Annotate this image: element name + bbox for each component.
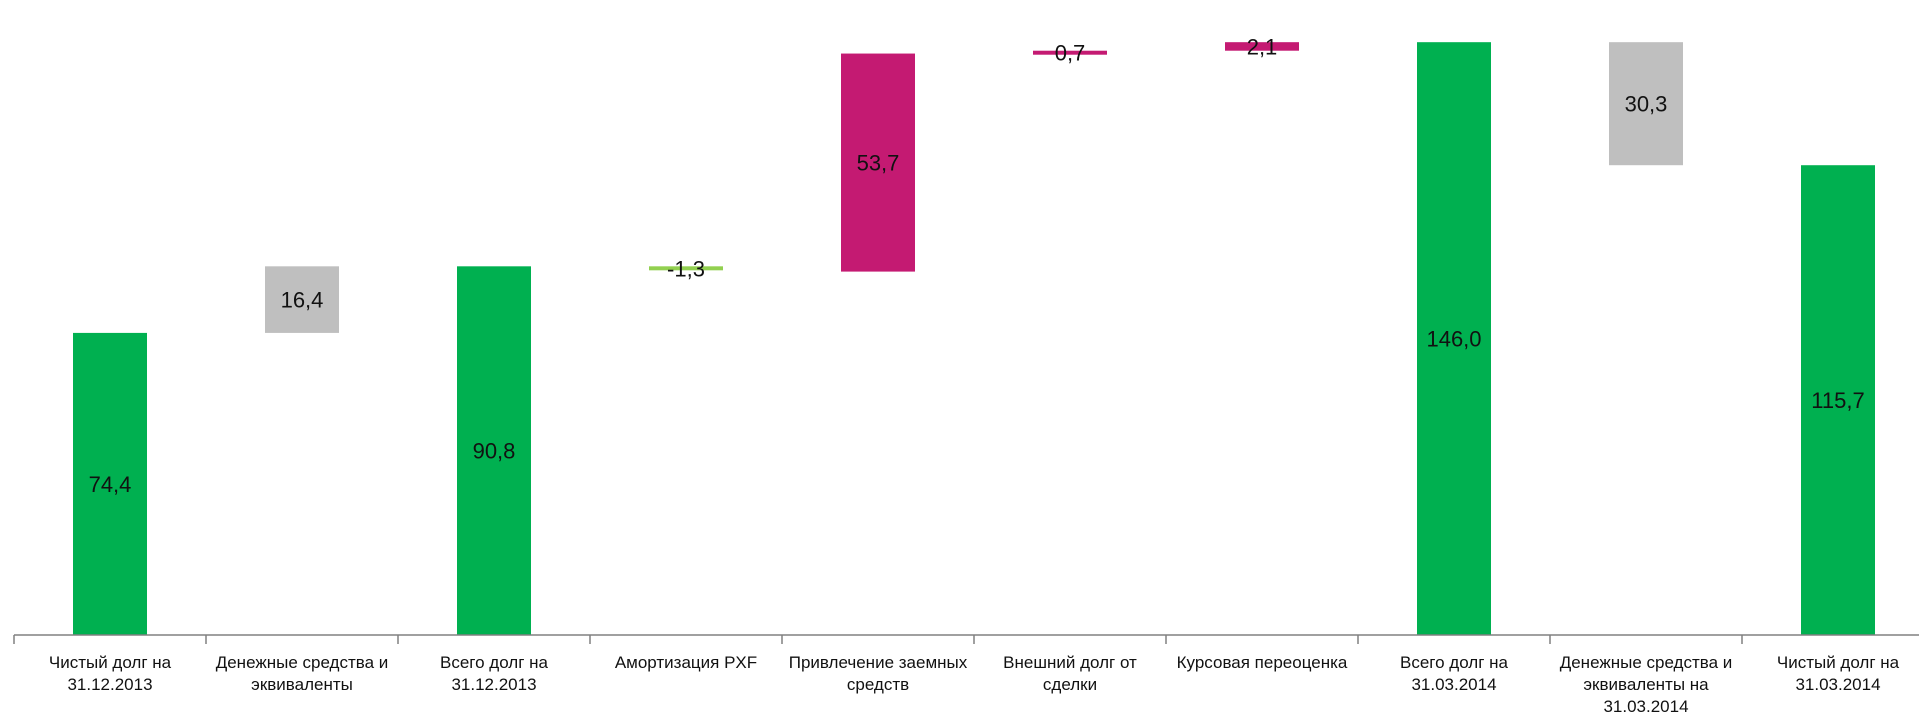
x-tick-label-line: Курсовая переоценка — [1177, 653, 1348, 672]
bar-value-label: 146,0 — [1426, 327, 1481, 352]
x-tick-label: Всего долг на 31.03.2014 — [1400, 653, 1509, 694]
x-tick-label-line: 31.12.2013 — [451, 675, 536, 694]
bar-cash — [1609, 42, 1683, 166]
x-tick-label-line: Чистый долг на — [49, 653, 172, 672]
bar-value-label: 115,7 — [1811, 388, 1864, 413]
bar-value-label: 16,4 — [281, 288, 324, 313]
bar-total — [73, 332, 147, 635]
bar-value-label: 0,7 — [1055, 41, 1086, 66]
x-tick-label-line: Всего долг на — [1400, 653, 1509, 672]
x-tick-label: Амортизация PXF — [615, 653, 757, 672]
x-tick-label-line: Денежные средства и — [1560, 653, 1733, 672]
bars-layer — [73, 42, 1875, 635]
x-tick-label: Курсовая переоценка — [1177, 653, 1348, 672]
x-tick-label-line: Чистый долг на — [1777, 653, 1900, 672]
bar-value-label: 90,8 — [473, 439, 516, 464]
bar-increase — [841, 53, 915, 272]
bar-total — [1801, 165, 1875, 635]
bar-increase — [1225, 42, 1299, 51]
bar-amortization — [649, 266, 723, 271]
x-tick-label: Денежные средства и эквиваленты — [216, 653, 389, 694]
x-tick-label-line: 31.12.2013 — [67, 675, 152, 694]
bar-total — [1417, 42, 1491, 635]
x-tick-label: Денежные средства и эквиваленты на 31.03.2… — [1560, 653, 1733, 716]
bar-value-label: 53,7 — [857, 151, 900, 176]
x-tick-label-line: 31.03.2014 — [1411, 675, 1496, 694]
x-tick-label-line: средств — [847, 675, 909, 694]
x-axis-ticks — [13, 635, 1743, 644]
x-tick-label-line: эквиваленты — [251, 675, 353, 694]
x-tick-label-line: Всего долг на — [440, 653, 549, 672]
value-labels-layer: 74,4 16,4 90,8 -1,3 53,7 0,7 2,1 146,0 30,3 115,7 — [89, 34, 1865, 497]
x-tick-label-line: сделки — [1043, 675, 1097, 694]
x-tick-label-line: 31.03.2014 — [1795, 675, 1880, 694]
x-tick-label-line: Амортизация PXF — [615, 653, 757, 672]
x-tick-label-line: Внешний долг от — [1003, 653, 1137, 672]
category-labels-layer: Чистый долг на 31.12.2013 Денежные средств… — [49, 653, 1900, 716]
x-tick-label-line: Привлечение заемных — [789, 653, 968, 672]
bar-value-label: -1,3 — [667, 256, 705, 281]
x-tick-label: Чистый долг на 31.12.2013 — [49, 653, 172, 694]
bar-value-label: 30,3 — [1625, 92, 1668, 117]
x-tick-label-line: 31.03.2014 — [1603, 697, 1688, 716]
bar-total — [457, 266, 531, 635]
x-tick-label: Чистый долг на 31.03.2014 — [1777, 653, 1900, 694]
x-tick-label: Привлечение заемных средств — [789, 653, 968, 694]
x-tick-label: Всего долг на 31.12.2013 — [440, 653, 549, 694]
x-tick-label: Внешний долг от сделки — [1003, 653, 1137, 694]
bar-increase — [1033, 50, 1107, 55]
bar-cash — [265, 266, 339, 333]
bar-value-label: 2,1 — [1247, 34, 1278, 59]
x-tick-label-line: эквиваленты на — [1583, 675, 1709, 694]
x-tick-label-line: Денежные средства и — [216, 653, 389, 672]
bar-value-label: 74,4 — [89, 472, 132, 497]
